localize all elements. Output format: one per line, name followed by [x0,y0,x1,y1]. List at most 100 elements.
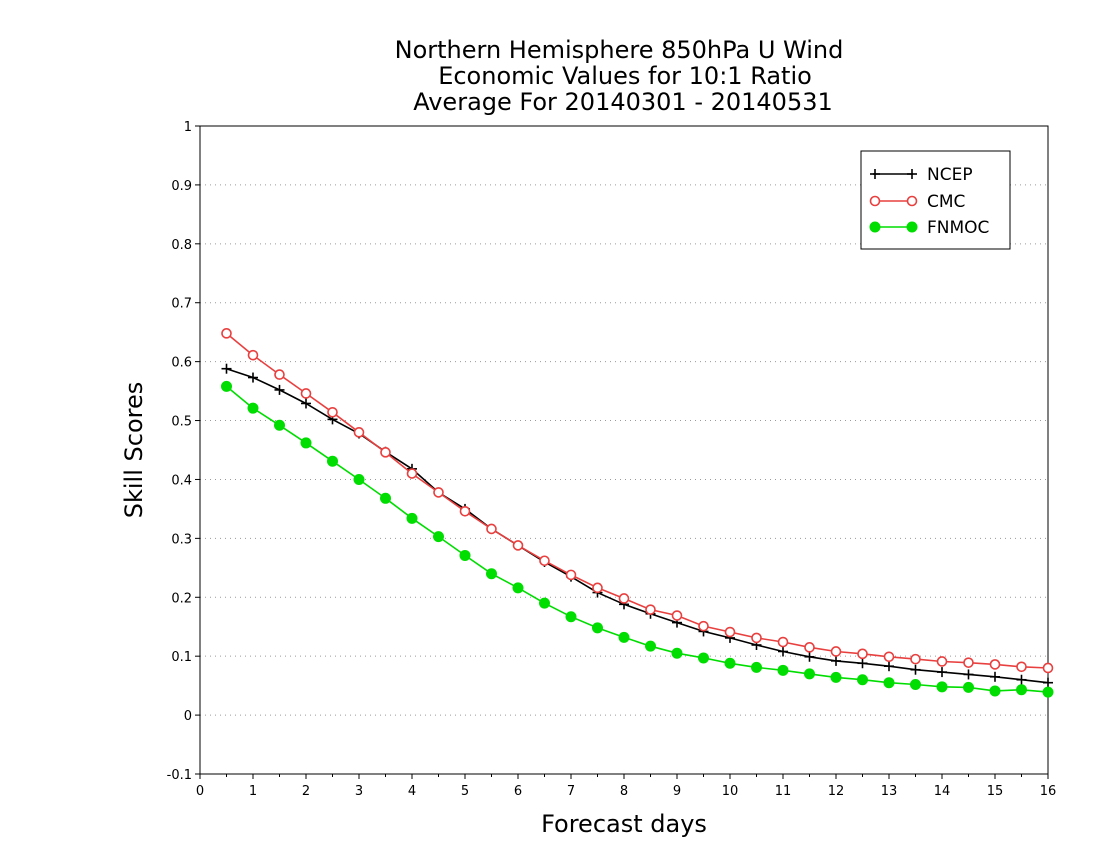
data-point-cmc [618,593,630,604]
data-point-cmc [804,642,815,653]
chart-title-line-3: Average For 20140301 - 20140531 [413,88,833,116]
data-point-fnmoc [830,671,842,683]
data-point-fnmoc [512,582,524,594]
data-point-cmc [221,328,232,339]
series-layer [221,328,1054,698]
data-point-cmc [698,620,709,632]
chart-title-line-2: Economic Values for 10:1 Ratio [438,62,812,90]
y-tick-label: 0 [184,709,192,724]
y-tick-label: 0.8 [171,238,192,253]
data-point-fnmoc [221,380,232,392]
data-point-fnmoc [883,677,895,689]
chart-title: Northern Hemisphere 850hPa U Wind Econom… [395,36,844,116]
y-tick-label: 0.1 [171,650,192,665]
data-point-cmc [592,582,603,594]
data-point-cmc [1042,662,1054,674]
series-fnmoc [221,380,1054,698]
x-tick-label: 6 [514,784,522,799]
data-point-fnmoc [1016,684,1027,696]
data-point-cmc [830,646,842,657]
x-tick-label: 5 [461,784,469,799]
data-point-fnmoc [380,492,391,504]
y-tick-label: -0.1 [167,768,192,783]
data-point-ncep [248,372,258,383]
chart-title-line-1: Northern Hemisphere 850hPa U Wind [395,36,844,64]
legend-marker-cmc [869,195,881,207]
data-point-cmc [936,656,948,667]
y-tick-label: 0.2 [171,591,192,606]
x-tick-label: 16 [1040,784,1057,799]
x-tick-label: 1 [249,784,257,799]
data-point-ncep [778,646,788,657]
data-point-cmc [406,468,418,479]
data-point-fnmoc [989,685,1001,697]
x-tick-label: 13 [881,784,898,799]
y-axis-label: Skill Scores [120,382,148,519]
data-point-ncep [301,398,311,409]
x-axis: 0 1 2 3 4 5 6 7 8 9 10 11 12 13 14 15 16 [196,774,1056,799]
data-point-fnmoc [565,611,577,623]
data-point-ncep [221,363,232,374]
series-line-ncep [226,367,1049,684]
data-point-cmc [910,653,921,665]
legend-box [860,150,1011,250]
y-tick-label: 0.5 [171,415,192,430]
data-point-ncep [937,667,947,678]
legend: NCEP CMC FNMOC [860,150,1011,250]
data-point-cmc [963,657,974,668]
data-point-cmc [459,505,471,517]
data-point-fnmoc [618,631,630,643]
data-point-ncep [910,664,921,675]
data-point-ncep [274,384,285,395]
series-ncep [221,363,1053,688]
y-tick-label: 0.6 [171,356,192,371]
data-point-cmc [883,651,895,663]
data-point-cmc [327,406,338,418]
legend-entry-ncep: NCEP [870,165,973,185]
y-tick-label: 1 [184,120,192,135]
data-point-fnmoc [804,668,815,680]
data-point-cmc [512,540,524,551]
legend-label-cmc: CMC [927,192,965,212]
data-point-ncep [831,655,841,666]
data-point-fnmoc [300,437,312,449]
x-tick-label: 4 [408,784,416,799]
data-point-fnmoc [274,419,285,431]
data-point-fnmoc [592,622,603,634]
data-point-fnmoc [247,402,259,414]
data-point-cmc [486,523,497,535]
legend-marker-cmc [906,195,918,207]
x-tick-label: 7 [567,784,575,799]
data-point-ncep [884,661,894,672]
data-point-fnmoc [645,640,656,652]
data-point-fnmoc [963,681,974,693]
legend-entry-cmc: CMC [869,192,965,212]
y-tick-label: 0.4 [171,473,192,488]
x-tick-label: 10 [722,784,739,799]
data-point-cmc [433,487,444,498]
data-point-cmc [645,604,656,615]
x-tick-label: 0 [196,784,204,799]
data-point-cmc [274,369,285,380]
legend-label-ncep: NCEP [927,165,973,185]
data-point-fnmoc [486,568,497,580]
x-tick-label: 15 [987,784,1004,799]
data-point-ncep [857,658,868,669]
data-point-fnmoc [698,652,709,664]
data-point-fnmoc [433,531,444,543]
data-point-fnmoc [671,647,683,659]
data-point-cmc [1016,661,1027,673]
data-point-fnmoc [327,455,338,467]
data-point-fnmoc [857,674,868,686]
data-point-cmc [380,447,391,458]
legend-marker-ncep [870,169,880,179]
data-point-cmc [857,648,868,660]
data-point-fnmoc [751,661,762,673]
legend-marker-ncep [907,169,917,179]
legend-entry-fnmoc: FNMOC [869,218,989,238]
x-tick-label: 3 [355,784,363,799]
data-point-fnmoc [539,597,550,609]
y-tick-label: 0.3 [171,532,192,547]
data-point-cmc [565,569,577,581]
data-point-ncep [963,669,974,680]
